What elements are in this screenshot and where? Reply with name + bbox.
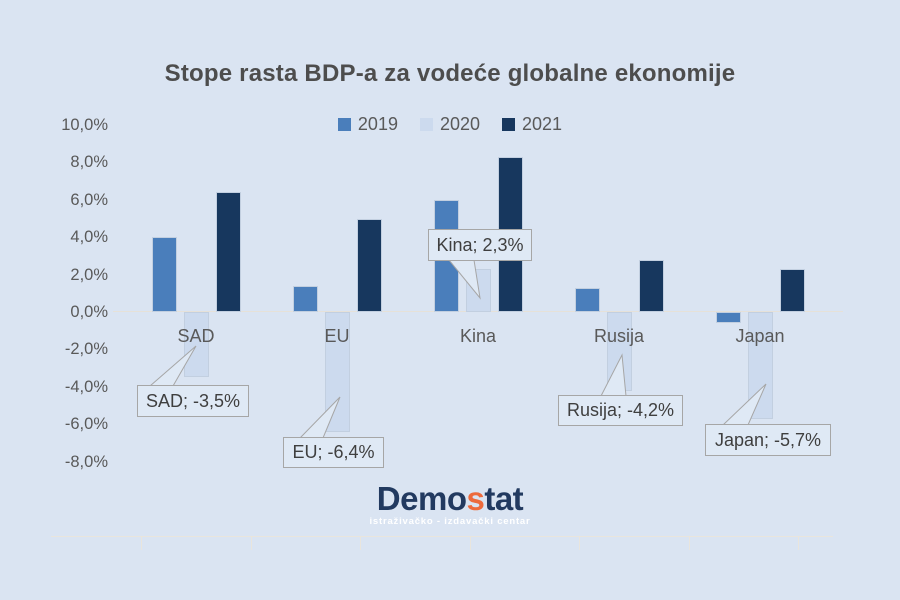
callout-SAD: SAD; -3,5% <box>137 385 249 417</box>
legend-item-2019: 2019 <box>337 114 398 135</box>
demostat-logo: Demostat istraživačko - izdavački centar <box>0 482 900 527</box>
bottom-axis-tick <box>250 536 252 550</box>
legend-swatch-2021 <box>502 118 516 131</box>
legend-label-2019: 2019 <box>357 114 398 134</box>
callout-Kina: Kina; 2,3% <box>428 229 532 261</box>
legend-swatch-2020 <box>419 118 433 131</box>
y-axis-tick-label: 4,0% <box>70 228 108 247</box>
legend-item-2021: 2021 <box>502 114 562 135</box>
logo-wordmark: Demostat <box>0 482 900 515</box>
y-axis-tick-label: 8,0% <box>70 153 108 172</box>
y-axis-tick-label: -2,0% <box>64 340 108 359</box>
logo-text-demo: Demo <box>376 480 467 517</box>
bottom-axis-tick <box>688 536 690 550</box>
logo-text-tat: tat <box>484 480 524 517</box>
y-axis-tick-label: 10,0% <box>61 116 108 134</box>
bar-2019-Rusija <box>574 287 600 312</box>
bottom-axis-tick <box>360 536 361 550</box>
y-axis-tick-label: -4,0% <box>64 377 108 396</box>
legend-item-2020: 2020 <box>419 114 481 135</box>
callout-leader-SAD <box>148 345 197 387</box>
callout-leader-Japan <box>721 383 767 426</box>
callout-Japan: Japan; -5,7% <box>705 424 831 456</box>
category-label-EU: EU <box>324 326 350 346</box>
bottom-axis-tick <box>141 536 142 550</box>
callout-leader-Rusija <box>600 353 627 397</box>
y-axis-tick-label: 0,0% <box>70 303 108 321</box>
bar-2021-Rusija <box>638 259 664 312</box>
bar-2021-Japan <box>779 268 805 312</box>
bar-2019-Japan <box>715 312 741 324</box>
logo-text-s: s <box>466 480 485 517</box>
bar-2019-SAD <box>151 237 177 312</box>
callout-leader-EU <box>298 396 341 439</box>
bottom-axis-tick <box>798 536 799 550</box>
legend-label-2021: 2021 <box>522 114 563 134</box>
bar-2019-EU <box>292 285 318 312</box>
category-label-Kina: Kina <box>459 326 497 346</box>
y-axis-tick-label: -8,0% <box>64 452 108 471</box>
bottom-axis-tick <box>579 536 580 550</box>
logo-tagline: istraživačko - izdavački centar <box>369 516 531 527</box>
bar-2020-SAD <box>183 312 209 378</box>
bottom-axis-tick <box>469 536 471 550</box>
callout-leader-Kina <box>447 259 481 300</box>
legend: 2019 2020 2021 <box>0 114 900 135</box>
legend-swatch-2019 <box>337 118 351 131</box>
category-label-Rusija: Rusija <box>593 326 645 346</box>
y-axis-tick-label: 2,0% <box>70 265 108 284</box>
callout-EU: EU; -6,4% <box>283 437 384 468</box>
bar-2021-EU <box>356 218 382 312</box>
chart-title: Stope rasta BDP-a za vodeće globalne eko… <box>164 60 736 87</box>
bar-2021-SAD <box>215 192 241 312</box>
category-label-Japan: Japan <box>735 326 785 346</box>
y-axis-tick-label: -6,0% <box>64 415 108 434</box>
legend-label-2020: 2020 <box>439 114 481 134</box>
y-axis-tick-label: 6,0% <box>70 190 108 209</box>
bottom-axis-line <box>51 536 833 537</box>
category-label-SAD: SAD <box>177 326 215 346</box>
callout-Rusija: Rusija; -4,2% <box>558 395 683 426</box>
